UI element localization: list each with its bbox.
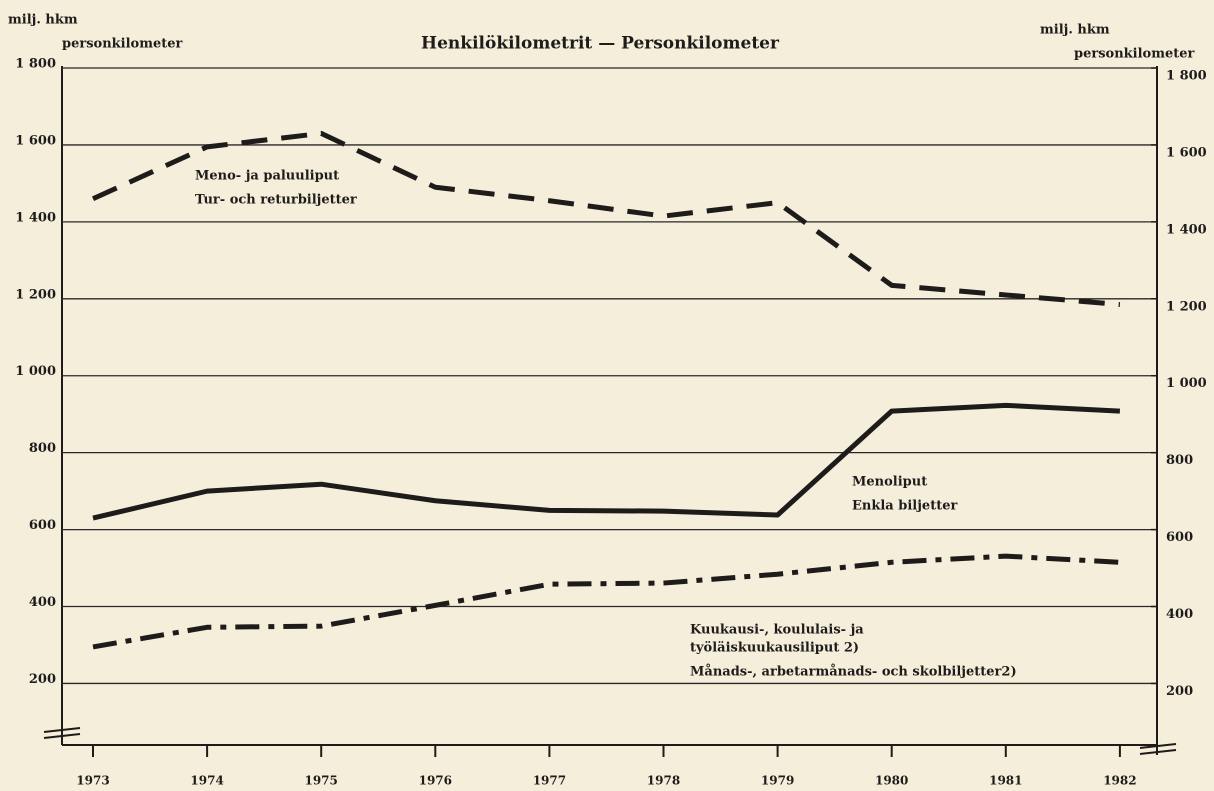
x-tick-label: 1975 bbox=[304, 774, 337, 788]
y-axis-label: personkilometer bbox=[62, 37, 183, 52]
x-tick-label: 1978 bbox=[647, 774, 680, 788]
y-tick-label: 1 400 bbox=[15, 210, 56, 225]
y2-axis-label: personkilometer bbox=[1074, 47, 1195, 62]
y-tick-label: 1 600 bbox=[15, 133, 56, 148]
series-line bbox=[91, 130, 1121, 308]
y-tick-label: 200 bbox=[29, 672, 56, 687]
y2-tick-label: 1 800 bbox=[1166, 69, 1207, 84]
x-tick-label: 1976 bbox=[419, 774, 452, 788]
x-tick-label: 1973 bbox=[76, 774, 109, 788]
y-tick-label: 1 000 bbox=[15, 364, 56, 379]
series-label: Kuukausi-, koululais- ja bbox=[690, 623, 864, 638]
y-tick-label: 600 bbox=[29, 518, 56, 533]
y2-tick-label: 1 600 bbox=[1166, 145, 1207, 160]
series-label: Enkla biljetter bbox=[852, 499, 957, 514]
y-tick-label: 800 bbox=[29, 441, 56, 456]
y-tick-label: 1 800 bbox=[15, 57, 56, 72]
series-line bbox=[92, 402, 1121, 521]
axis-break bbox=[1139, 743, 1177, 755]
y2-tick-label: 1 400 bbox=[1166, 222, 1207, 237]
x-tick-label: 1981 bbox=[989, 774, 1022, 788]
series-label: Månads-, arbetarmånads- och skolbiljette… bbox=[690, 664, 1017, 680]
series-label: Meno- ja paluuliput bbox=[195, 169, 339, 184]
y2-tick-label: 400 bbox=[1166, 607, 1193, 622]
y2-tick-label: 800 bbox=[1166, 453, 1193, 468]
y-tick-label: 400 bbox=[29, 595, 56, 610]
y2-tick-label: 200 bbox=[1166, 684, 1193, 699]
y2-tick-label: 1 000 bbox=[1166, 376, 1207, 391]
chart-title: Henkilökilometrit — Personkilometer bbox=[421, 34, 780, 54]
series-label: työläiskuukausiliput 2) bbox=[690, 641, 859, 656]
x-tick-label: 1974 bbox=[190, 774, 223, 788]
series-label: Menoliput bbox=[852, 475, 927, 490]
x-tick-label: 1979 bbox=[761, 774, 794, 788]
x-tick-label: 1977 bbox=[533, 774, 566, 788]
x-tick-label: 1982 bbox=[1103, 774, 1136, 788]
axis-break bbox=[43, 727, 81, 739]
y-axis-label: milj. hkm bbox=[8, 13, 78, 28]
y-tick-label: 1 200 bbox=[15, 287, 56, 302]
y2-axis-label: milj. hkm bbox=[1040, 23, 1110, 38]
y2-tick-label: 600 bbox=[1166, 530, 1193, 545]
y2-tick-label: 1 200 bbox=[1166, 299, 1207, 314]
series-line bbox=[92, 553, 1121, 650]
x-tick-label: 1980 bbox=[875, 774, 908, 788]
series-label: Tur- och returbiljetter bbox=[195, 193, 357, 208]
